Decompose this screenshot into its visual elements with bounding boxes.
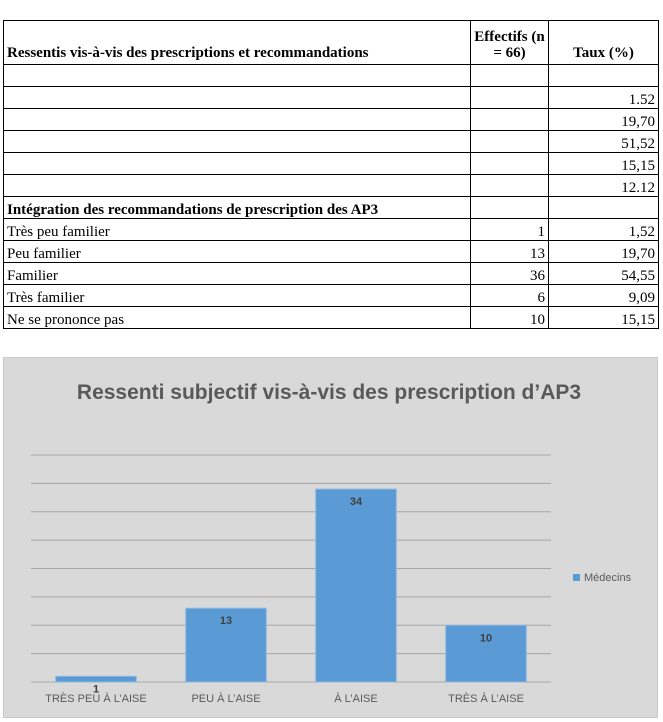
table-cell — [548, 64, 659, 87]
table-cell: 51,52 — [548, 130, 659, 153]
data-label: 34 — [350, 496, 363, 508]
table-row: Familier 36 54,55 — [3, 262, 659, 285]
table-row: Très familier 6 9,09 — [3, 284, 659, 307]
table-cell: Très familier — [3, 284, 471, 307]
table-row: Ressentis vis-à-vis des prescriptions et… — [3, 20, 659, 65]
table-cell — [470, 86, 549, 109]
table-cell: 1,52 — [548, 218, 659, 241]
table-cell: Intégration des recommandations de presc… — [3, 196, 471, 219]
table-cell — [3, 86, 471, 109]
table-cell — [470, 64, 549, 87]
table-cell — [470, 152, 549, 175]
data-label: 1 — [93, 683, 99, 695]
table-row: Peu familier 13 19,70 — [3, 240, 659, 263]
table-cell: 13 — [470, 240, 549, 263]
table-cell: 9,09 — [548, 284, 659, 307]
table-cell: 19,70 — [548, 240, 659, 263]
table-row: Ne se prononce pas 10 15,15 — [3, 306, 659, 329]
table-cell: Effectifs (n = 66) — [470, 20, 549, 65]
x-tick-label: TRÈS À L’AISE — [448, 692, 524, 705]
table-cell — [470, 130, 549, 153]
table-row — [3, 64, 659, 87]
table-row: 51,52 — [3, 130, 659, 153]
bar — [315, 488, 397, 683]
table-cell — [3, 152, 471, 175]
table-row: 15,15 — [3, 152, 659, 175]
table-cell — [470, 108, 549, 131]
legend-label: Médecins — [584, 572, 632, 584]
table-cell — [3, 130, 471, 153]
table-row: 1.52 — [3, 86, 659, 109]
table-cell — [3, 174, 471, 197]
table-cell: Familier — [3, 262, 471, 285]
table-cell: 15,15 — [548, 152, 659, 175]
table-cell — [548, 196, 659, 219]
x-tick-label: TRÈS PEU À L’AISE — [45, 692, 146, 705]
table-cell: 1 — [470, 218, 549, 241]
table-row: 19,70 — [3, 108, 659, 131]
table-cell — [470, 174, 549, 197]
table-cell — [3, 108, 471, 131]
table-row: Intégration des recommandations de presc… — [3, 196, 659, 219]
chart: Ressenti subjectif vis-à-vis des prescri… — [3, 357, 658, 718]
table-cell: Très peu familier — [3, 218, 471, 241]
legend-swatch — [573, 574, 580, 581]
data-label: 10 — [480, 632, 492, 644]
table-cell: Ressentis vis-à-vis des prescriptions et… — [3, 20, 471, 65]
bar — [55, 675, 137, 683]
data-label: 13 — [220, 615, 232, 627]
table-cell: 19,70 — [548, 108, 659, 131]
table-cell: Ne se prononce pas — [3, 306, 471, 329]
table-row: 12.12 — [3, 174, 659, 197]
table-cell: 15,15 — [548, 306, 659, 329]
table-cell: 6 — [470, 284, 549, 307]
chart-title: Ressenti subjectif vis-à-vis des prescri… — [76, 381, 582, 404]
table-cell: Peu familier — [3, 240, 471, 263]
table-row: Très peu familier 1 1,52 — [3, 218, 659, 241]
table-cell — [3, 64, 471, 87]
bar — [445, 624, 527, 683]
chart-plot: 1 13 34 10 TRÈS PEU À L’AISE PEU À L’AISE À L’… — [31, 454, 632, 705]
table-cell — [470, 196, 549, 219]
table-cell: 36 — [470, 262, 549, 285]
table-cell: Taux (%) — [548, 20, 659, 65]
x-tick-label: À L’AISE — [334, 692, 377, 705]
data-table: Ressentis vis-à-vis des prescriptions et… — [3, 20, 659, 329]
table-cell: 10 — [470, 306, 549, 329]
table-cell: 12.12 — [548, 174, 659, 197]
bar — [185, 607, 267, 683]
table-cell: 54,55 — [548, 262, 659, 285]
table-cell: 1.52 — [548, 86, 659, 109]
x-tick-label: PEU À L’AISE — [191, 692, 260, 705]
